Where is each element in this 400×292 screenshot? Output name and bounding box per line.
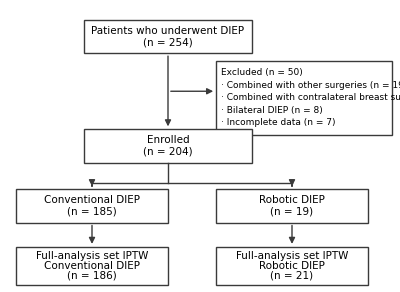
Text: (n = 21): (n = 21) <box>270 270 314 280</box>
Text: (n = 186): (n = 186) <box>67 270 117 280</box>
Text: Conventional DIEP: Conventional DIEP <box>44 195 140 205</box>
Text: · Incomplete data (n = 7): · Incomplete data (n = 7) <box>221 118 336 127</box>
FancyBboxPatch shape <box>84 20 252 53</box>
Text: Full-analysis set IPTW: Full-analysis set IPTW <box>36 251 148 261</box>
Text: · Bilateral DIEP (n = 8): · Bilateral DIEP (n = 8) <box>221 106 323 115</box>
FancyBboxPatch shape <box>216 247 368 285</box>
Text: Robotic DIEP: Robotic DIEP <box>259 261 325 271</box>
Text: (n = 254): (n = 254) <box>143 37 193 47</box>
Text: · Combined with contralateral breast surgery (n = 16): · Combined with contralateral breast sur… <box>221 93 400 102</box>
Text: Full-analysis set IPTW: Full-analysis set IPTW <box>236 251 348 261</box>
Text: Conventional DIEP: Conventional DIEP <box>44 261 140 271</box>
FancyBboxPatch shape <box>84 129 252 163</box>
Text: Robotic DIEP: Robotic DIEP <box>259 195 325 205</box>
Text: (n = 185): (n = 185) <box>67 206 117 216</box>
Text: · Combined with other surgeries (n = 19): · Combined with other surgeries (n = 19) <box>221 81 400 90</box>
Text: Patients who underwent DIEP: Patients who underwent DIEP <box>92 26 244 36</box>
FancyBboxPatch shape <box>16 189 168 223</box>
Text: (n = 204): (n = 204) <box>143 147 193 157</box>
Text: Enrolled: Enrolled <box>147 135 189 145</box>
FancyBboxPatch shape <box>16 247 168 285</box>
FancyBboxPatch shape <box>216 60 392 135</box>
Text: (n = 19): (n = 19) <box>270 206 314 216</box>
Text: Excluded (n = 50): Excluded (n = 50) <box>221 69 303 77</box>
FancyBboxPatch shape <box>216 189 368 223</box>
